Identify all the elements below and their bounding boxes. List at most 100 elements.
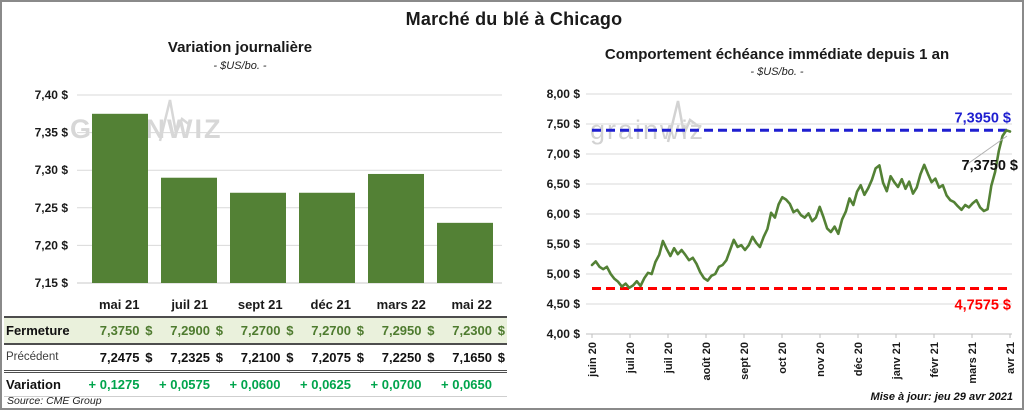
price-cell: 7,2900 $ bbox=[155, 317, 226, 344]
table-header-cell: mai 22 bbox=[451, 297, 492, 312]
y-axis-label: 7,35 $ bbox=[35, 126, 69, 140]
table-month-header-row: mai 21 juil 21 sept 21 déc 21 mars 22 mai 22 bbox=[4, 293, 507, 317]
price-table: mai 21 juil 21 sept 21 déc 21 mars 22 mai 22 F… bbox=[4, 293, 507, 397]
price-value: + 0,0625 bbox=[300, 376, 351, 392]
table-header-cell: mars 22 bbox=[376, 297, 426, 312]
row-label: Variation bbox=[6, 376, 61, 392]
y-axis-label: 5,00 $ bbox=[547, 267, 581, 281]
row-label: Fermeture bbox=[6, 323, 70, 338]
source-note: Source: CME Group bbox=[7, 395, 102, 407]
x-axis-label: sept 20 bbox=[739, 342, 751, 380]
price-cell: 7,2300 $ bbox=[437, 317, 508, 344]
last-price-label: 7,3750 $ bbox=[962, 158, 1018, 174]
price-value: 7,2100 bbox=[240, 349, 281, 365]
price-value: 7,1650 bbox=[452, 349, 492, 365]
price-value: 7,2950 bbox=[381, 323, 422, 338]
bar-mai 21 bbox=[92, 113, 148, 283]
row-label: Précédent bbox=[6, 351, 59, 364]
currency-symbol: $ bbox=[286, 323, 294, 338]
price-cell: 7,2700 $ bbox=[225, 317, 296, 344]
price-value: 7,2250 bbox=[381, 349, 422, 365]
x-axis-label: juil 20 bbox=[625, 342, 637, 374]
y-axis-label: 6,00 $ bbox=[547, 207, 581, 221]
price-value: 7,2475 bbox=[99, 349, 140, 365]
x-axis-label: avr 21 bbox=[1005, 342, 1017, 374]
price-value: 7,2700 bbox=[240, 323, 281, 338]
currency-symbol: $ bbox=[215, 349, 223, 365]
price-value: + 0,0700 bbox=[370, 376, 422, 392]
bar-mars 22 bbox=[368, 173, 424, 283]
price-cell: 7,2700 $ bbox=[296, 317, 367, 344]
y-axis-label: 5,50 $ bbox=[547, 237, 581, 251]
x-axis-label: juil 20 bbox=[663, 342, 675, 374]
price-value: 7,3750 bbox=[99, 323, 140, 338]
price-value: 7,2700 bbox=[311, 323, 351, 338]
price-cell: + 0,0575 bbox=[155, 371, 226, 396]
leader-line bbox=[965, 135, 1008, 166]
price-cell: 7,2475 $ bbox=[84, 344, 155, 371]
x-axis-label: mars 21 bbox=[967, 342, 979, 384]
page-title: Marché du blé à Chicago bbox=[405, 9, 623, 29]
y-axis-label: 8,00 $ bbox=[547, 87, 581, 101]
x-axis-label: juin 20 bbox=[587, 342, 599, 378]
price-cell: 7,1650 $ bbox=[437, 344, 508, 371]
price-value: 7,2300 bbox=[452, 323, 492, 338]
bar-mai 22 bbox=[437, 222, 493, 283]
y-axis-label: 7,20 $ bbox=[35, 238, 69, 252]
y-axis-label: 7,15 $ bbox=[35, 276, 69, 290]
line-chart: 8,00 $ 7,50 $ 7,00 $ 6,50 $ 6,00 $ 5,50 $ 5,00… bbox=[547, 87, 1018, 384]
x-axis-label: déc 20 bbox=[853, 342, 865, 376]
currency-symbol: $ bbox=[286, 349, 294, 365]
price-cell: 7,2950 $ bbox=[366, 317, 437, 344]
price-value: + 0,0575 bbox=[159, 376, 210, 392]
table-row-precedent: Précédent 7,2475 $7,2325 $7,2100 $7,2075 $7,2… bbox=[4, 344, 507, 371]
y-axis-label: 4,50 $ bbox=[547, 297, 581, 311]
x-axis-label: nov 20 bbox=[815, 342, 827, 377]
currency-symbol: $ bbox=[356, 349, 364, 365]
currency-symbol: $ bbox=[145, 323, 153, 338]
bar-sept 21 bbox=[230, 192, 286, 283]
watermark-spike-icon bbox=[666, 100, 699, 143]
y-axis-label: 4,00 $ bbox=[547, 327, 581, 341]
price-cell: + 0,1275 bbox=[84, 371, 155, 396]
currency-symbol: $ bbox=[356, 323, 364, 338]
bar-chart-subtitle: - $US/bo. - bbox=[213, 60, 267, 72]
price-value: 7,2900 bbox=[170, 323, 210, 338]
price-cell: + 0,0625 bbox=[296, 371, 367, 396]
y-axis-label: 7,50 $ bbox=[547, 117, 581, 131]
bar-chart-title: Variation journalière bbox=[167, 39, 313, 56]
y-axis-label: 6,50 $ bbox=[547, 177, 581, 191]
table-row-fermeture: Fermeture 7,3750 $7,2900 $7,2700 $7,2700 $7,2… bbox=[4, 317, 507, 344]
currency-symbol: $ bbox=[145, 349, 153, 365]
price-cell: + 0,0700 bbox=[366, 371, 437, 396]
price-cell: + 0,0600 bbox=[225, 371, 296, 396]
price-cell: 7,2325 $ bbox=[155, 344, 226, 371]
bar-juil 21 bbox=[161, 177, 217, 283]
price-value: + 0,0650 bbox=[441, 376, 492, 392]
currency-symbol: $ bbox=[427, 349, 435, 365]
x-axis-label: oct 20 bbox=[777, 342, 789, 374]
y-axis-label: 7,30 $ bbox=[35, 163, 69, 177]
x-axis-label: août 20 bbox=[701, 342, 713, 381]
price-cell: 7,3750 $ bbox=[84, 317, 155, 344]
price-value: + 0,0600 bbox=[229, 376, 281, 392]
currency-symbol: $ bbox=[427, 323, 435, 338]
x-axis-label: févr 21 bbox=[929, 342, 941, 377]
y-axis-label: 7,00 $ bbox=[547, 147, 581, 161]
price-line bbox=[590, 128, 1012, 290]
currency-symbol: $ bbox=[497, 349, 505, 365]
table-header-cell: juil 21 bbox=[171, 297, 209, 312]
price-cell: + 0,0650 bbox=[437, 371, 508, 396]
bar-chart: 7,40 $ 7,35 $ 7,30 $ 7,25 $ 7,20 $ 7,15 $ bbox=[35, 88, 502, 290]
line-chart-subtitle: - $US/bo. - bbox=[750, 66, 804, 78]
update-note: Mise à jour: jeu 29 avr 2021 bbox=[870, 391, 1013, 403]
table-header-cell: sept 21 bbox=[237, 297, 283, 312]
price-cell: 7,2100 $ bbox=[225, 344, 296, 371]
bar-déc 21 bbox=[299, 192, 355, 283]
price-value: + 0,1275 bbox=[88, 376, 140, 392]
line-chart-title: Comportement échéance immédiate depuis 1… bbox=[604, 46, 950, 63]
table-corner-cell bbox=[4, 293, 84, 317]
y-axis-label: 7,40 $ bbox=[35, 88, 69, 102]
high-label: 7,3950 $ bbox=[955, 110, 1011, 126]
